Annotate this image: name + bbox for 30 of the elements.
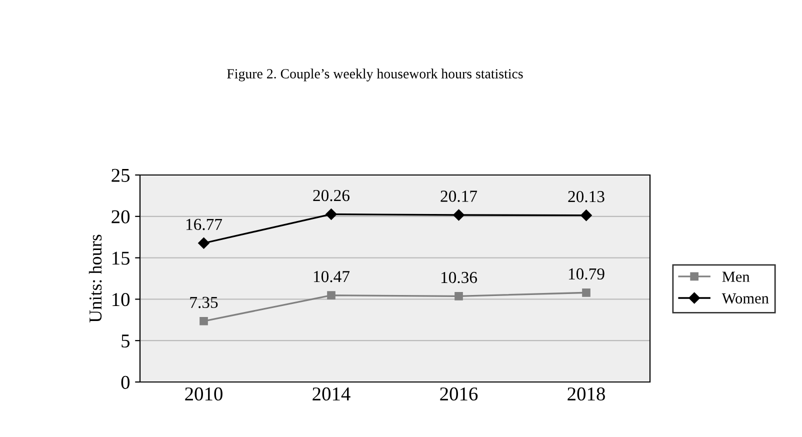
y-tick-label: 15 (112, 252, 130, 265)
data-label: 20.17 (440, 190, 478, 202)
x-tick-label: 2018 (568, 387, 605, 401)
point (580, 210, 592, 221)
data-label: 10.79 (568, 268, 604, 280)
point (453, 209, 464, 221)
data-label: 20.26 (313, 190, 350, 202)
point (200, 316, 208, 326)
point (326, 208, 337, 220)
point (198, 238, 210, 249)
y-tick-label: 5 (122, 334, 130, 348)
point (454, 292, 463, 300)
data-label: 20.13 (568, 190, 604, 202)
point (582, 288, 590, 297)
data-label: 7.35 (190, 296, 218, 308)
point (327, 291, 336, 300)
x-tick-label: 2010 (185, 387, 222, 401)
y-tick-label: 20 (112, 210, 130, 224)
y-axis-title: Units: hours (88, 234, 102, 323)
x-tick-label: 2014 (312, 387, 350, 401)
data-label: 10.47 (314, 270, 350, 282)
legend-label: Men (722, 272, 750, 282)
y-tick-label: 25 (112, 168, 130, 182)
x-tick-label: 2016 (440, 387, 478, 401)
data-label: 10.36 (441, 272, 478, 284)
chart-title: Figure 2. Couple’s weekly housework hours statistics (227, 68, 523, 82)
y-tick-label: 0 (121, 376, 130, 389)
legend-label: Women (722, 293, 769, 304)
data-label: 16.77 (186, 218, 222, 230)
y-tick-label: 10 (112, 293, 130, 306)
